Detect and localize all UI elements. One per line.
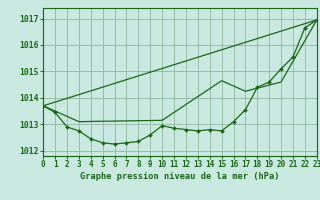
X-axis label: Graphe pression niveau de la mer (hPa): Graphe pression niveau de la mer (hPa)	[80, 172, 280, 181]
